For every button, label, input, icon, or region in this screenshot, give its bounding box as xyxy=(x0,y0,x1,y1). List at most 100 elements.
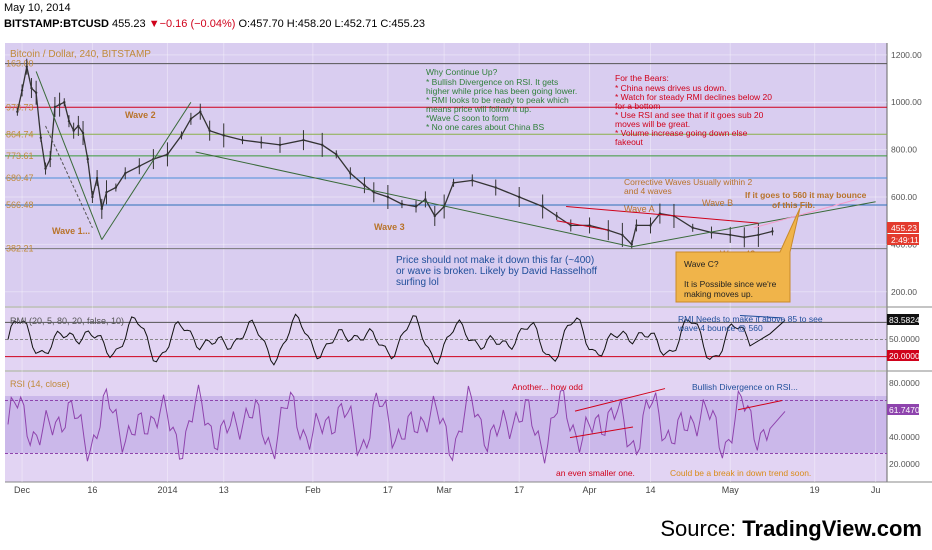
price-point xyxy=(400,202,404,206)
price-point xyxy=(100,207,103,211)
price-point xyxy=(517,195,521,199)
corrective-note: Corrective Waves Usually within 2 and 4 … xyxy=(624,177,752,196)
x-tick-label: 14 xyxy=(646,485,656,495)
wave1-dashed-line xyxy=(45,125,93,229)
wave1-trendline xyxy=(35,71,103,240)
note-line: RMI Needs to make it above 85 to see xyxy=(678,314,823,324)
source-prefix: Source: xyxy=(660,516,743,541)
note-line: making moves up. xyxy=(684,289,753,299)
note-line: * No one cares about China BS xyxy=(426,122,544,132)
high-value: H:458.20 xyxy=(286,18,332,30)
price-warning-note: Price should not make it down this far (… xyxy=(396,255,597,288)
price-point xyxy=(424,198,427,201)
price-point xyxy=(588,224,591,227)
price-point xyxy=(39,136,43,139)
waveA-label: Wave A xyxy=(624,204,655,214)
rmi-value-tag xyxy=(887,314,919,325)
rmi-arrow xyxy=(739,315,783,319)
price-point xyxy=(30,86,33,90)
x-tick-label: 17 xyxy=(383,485,393,495)
price-point xyxy=(180,134,183,137)
price-point xyxy=(199,110,202,113)
rsi-line xyxy=(7,384,786,464)
price-point xyxy=(67,119,71,123)
rsi-value-label: 61.7470 xyxy=(889,405,920,415)
price-point xyxy=(372,191,376,194)
current-price-tag xyxy=(887,222,919,233)
price-point xyxy=(363,183,366,187)
note-line: * China news drives us down. xyxy=(615,83,727,93)
rsi-divergence-arrow xyxy=(574,388,666,412)
price-point xyxy=(649,224,652,227)
price-point xyxy=(91,195,94,199)
fib-level-label: 680.47 xyxy=(6,173,34,183)
fib-level-label: 773.61 xyxy=(6,151,34,161)
price-point xyxy=(44,167,47,170)
rmi-tick-50: 50.0000 xyxy=(889,334,920,344)
note-line: * Watch for steady RMI declines below 20 xyxy=(615,92,772,102)
symbol: BITSTAMP:BTCUSD xyxy=(4,18,109,30)
rsi-title: RSI (14, close) xyxy=(10,379,70,389)
note-line: higher while price has been going lower. xyxy=(426,86,577,96)
price-point xyxy=(452,181,455,184)
note-line: For the Bears: xyxy=(615,73,669,83)
note-line: for a bottom xyxy=(615,101,660,111)
price-point xyxy=(86,157,89,161)
wave4-trendline xyxy=(631,201,876,248)
rsi-smaller-note: an even smaller one. xyxy=(556,468,635,478)
fib-level-label: 566.48 xyxy=(6,200,34,210)
note-line: *Wave C soon to form xyxy=(426,113,509,123)
waveB-label: Wave B xyxy=(702,198,733,208)
note-line: wave 4 bounce @ 560 xyxy=(677,323,763,333)
fib-level-label: 864.74 xyxy=(6,129,34,139)
price-point xyxy=(20,89,24,92)
x-tick-label: Apr xyxy=(583,485,597,495)
x-tick-label: 19 xyxy=(810,485,820,495)
note-line: means price will follow it up. xyxy=(426,104,531,114)
note-line: or wave is broken. Likely by David Hasse… xyxy=(396,266,597,277)
note-line: Why Continue Up? xyxy=(426,67,498,77)
price-point xyxy=(222,134,225,137)
y-tick-label: 1000.00 xyxy=(891,97,922,107)
y-tick-label: 600.00 xyxy=(891,192,917,202)
price-point xyxy=(25,65,28,68)
price-point xyxy=(138,165,141,168)
note-line: It is Possible since we're xyxy=(684,279,777,289)
note-line: Wave C? xyxy=(684,259,719,269)
price-point xyxy=(335,153,338,156)
rsi-another-note: Another... how odd xyxy=(512,382,583,392)
rmi-value-label: 83.5824 xyxy=(889,315,920,325)
x-tick-label: Mar xyxy=(436,485,452,495)
wave3-label: Wave 3 xyxy=(374,222,405,232)
wave-c-projection xyxy=(753,198,857,229)
rmi-lower-tag xyxy=(887,350,919,361)
source-brand: TradingView.com xyxy=(742,516,922,541)
price-point xyxy=(208,129,211,132)
note-line: fakeout xyxy=(615,137,644,147)
price-point xyxy=(34,91,38,94)
rsi-band xyxy=(5,396,887,453)
rmi-note: RMI Needs to make it above 85 to see wav… xyxy=(677,314,823,333)
price-point xyxy=(691,226,694,230)
rmi-lower-label: 20.0000 xyxy=(889,351,920,361)
price-point xyxy=(241,138,244,142)
note-line: Price should not make it down this far (… xyxy=(396,255,594,266)
last-price: 455.23 xyxy=(111,18,146,30)
price-point xyxy=(77,124,80,128)
note-line: surfing lol xyxy=(396,277,439,288)
price-point xyxy=(494,186,497,189)
x-tick-label: 16 xyxy=(87,485,97,495)
red-resistance-line xyxy=(566,205,759,224)
current-price-label: 455.23 xyxy=(891,223,917,233)
price-chart-title: Bitcoin / Dollar, 240, BITSTAMP xyxy=(10,49,151,60)
price-point xyxy=(95,176,99,180)
price-point xyxy=(635,224,638,227)
price-point xyxy=(278,143,282,147)
note-line: and 4 waves xyxy=(624,186,672,196)
wave2-trendline xyxy=(101,101,192,240)
price-point xyxy=(349,172,352,175)
price-point xyxy=(471,179,474,182)
price-point xyxy=(630,243,633,246)
note-line: of this Fib. xyxy=(772,200,815,210)
rmi-line xyxy=(7,313,786,366)
